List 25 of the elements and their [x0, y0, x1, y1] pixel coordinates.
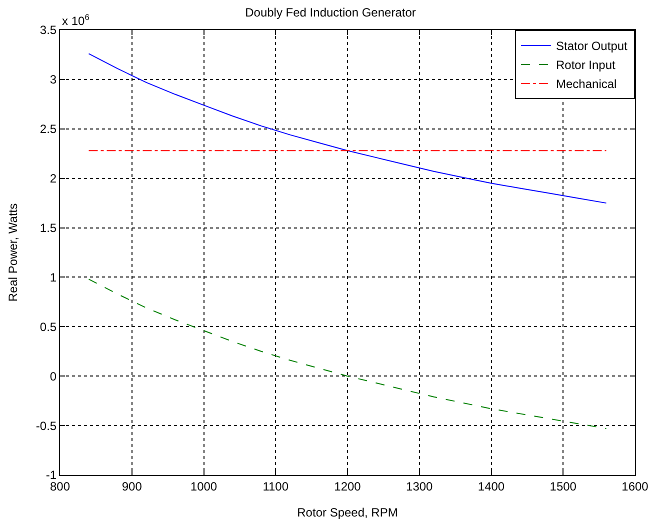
legend-label: Stator Output	[556, 39, 628, 54]
x-axis-title: Rotor Speed, RPM	[297, 505, 398, 520]
x-tick-label: 1000	[190, 479, 218, 494]
y-tick-label: 2	[50, 172, 57, 186]
legend-label: Mechanical	[556, 77, 617, 92]
y-tick-label: 3.5	[40, 23, 57, 38]
x-tick-label: 1300	[406, 479, 434, 494]
line-series	[88, 278, 607, 430]
x-tick-label: 1200	[334, 479, 362, 494]
y-tick-label: 1.5	[40, 220, 57, 235]
y-tick-label: 3	[50, 72, 57, 87]
chart-title: Doubly Fed Induction Generator	[245, 5, 416, 20]
y-tick-label: 0.5	[40, 320, 57, 334]
x-tick-label: 900	[122, 479, 142, 494]
legend-label: Rotor Input	[556, 58, 616, 72]
y-tick-label: 0	[50, 369, 57, 384]
y-tick-label: 2.5	[40, 122, 57, 136]
y-tick-label: 1	[50, 270, 57, 284]
x-tick-label: 1100	[262, 479, 289, 494]
x-tick-label: 1500	[550, 479, 577, 494]
y-tick-label: -0.5	[36, 418, 57, 433]
text: x 10$^{6}$	[62, 12, 90, 28]
x-tick-label: 1400	[478, 479, 505, 494]
y-axis-title: Real Power, Watts	[6, 203, 20, 302]
x-tick-label: 1600	[622, 479, 649, 494]
